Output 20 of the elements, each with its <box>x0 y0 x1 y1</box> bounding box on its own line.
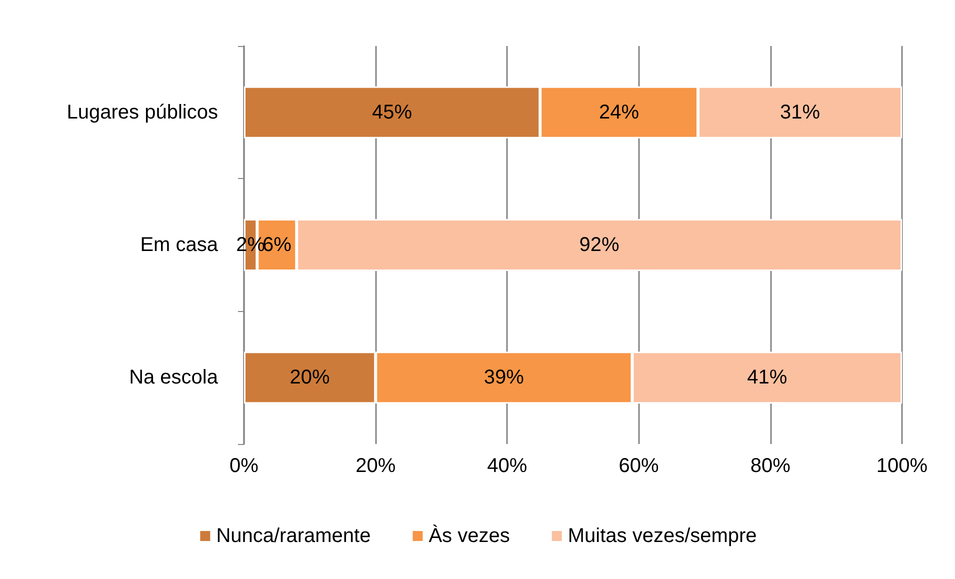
y-tick-label: Na escola <box>129 366 219 389</box>
y-tick-label: Em casa <box>140 234 219 256</box>
data-label: 20% <box>290 366 330 389</box>
x-tick-label: 0% <box>230 455 259 477</box>
data-label: 6% <box>262 234 292 256</box>
x-tick-label: 80% <box>750 455 791 477</box>
legend-label: Nunca/raramente <box>216 525 371 547</box>
x-tick-label: 60% <box>618 455 660 477</box>
x-tick-label: 40% <box>487 455 528 477</box>
data-label: 45% <box>372 101 412 124</box>
data-label: 31% <box>780 101 820 124</box>
legend-label: Às vezes <box>428 524 510 547</box>
data-label: 92% <box>579 234 620 256</box>
legend-label: Muitas vezes/sempre <box>568 525 757 547</box>
y-tick-label: Lugares públicos <box>66 101 218 124</box>
x-tick-label: 20% <box>356 455 396 477</box>
x-tick-label: 100% <box>876 455 928 477</box>
data-label: 24% <box>599 101 640 124</box>
data-label: 41% <box>747 366 788 389</box>
data-label: 39% <box>484 366 524 389</box>
